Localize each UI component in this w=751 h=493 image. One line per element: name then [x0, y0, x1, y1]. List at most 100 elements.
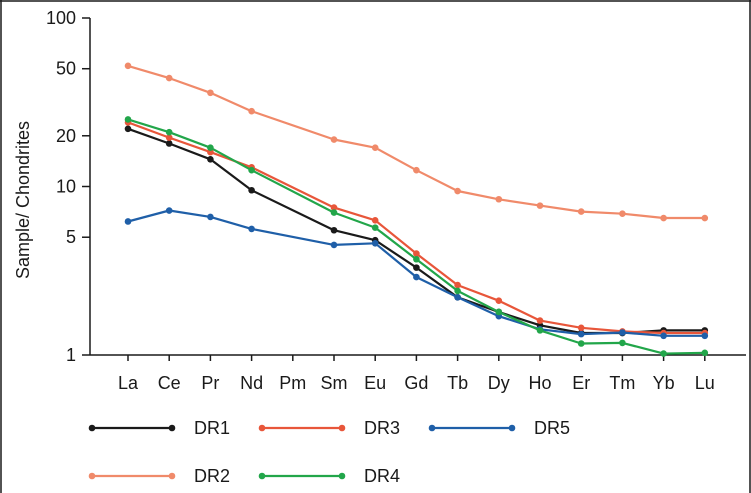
data-point: [330, 136, 338, 143]
data-point: [536, 317, 544, 324]
data-point: [248, 107, 255, 115]
y-tick-label: 100: [46, 8, 76, 28]
data-point: [248, 166, 255, 174]
axes-group: 1 5 10 20 50 100 La Ce Pr Nd Pm Sm Eu Gd Tb Dy Ho Er Tm Yb L…: [46, 8, 746, 393]
data-point: [207, 89, 214, 97]
data-point: [619, 210, 626, 217]
data-point: [660, 214, 667, 222]
data-point: [495, 297, 503, 305]
legend: DR1 DR3 DR5 DR2 DR4: [88, 418, 570, 486]
legend-label: DR2: [194, 466, 230, 486]
legend-item-dr3: DR3: [258, 418, 400, 438]
x-tick-label: Er: [572, 373, 590, 393]
series-layer: [124, 62, 709, 357]
data-point: [701, 349, 709, 357]
legend-marker: [168, 472, 176, 480]
series-dr1: [124, 125, 709, 337]
data-point: [660, 332, 667, 340]
legend-label: DR1: [194, 418, 230, 438]
x-tick-label: La: [118, 373, 139, 393]
data-point: [701, 332, 709, 340]
data-point: [413, 273, 420, 281]
x-tick-label: Eu: [364, 373, 386, 393]
data-point: [536, 202, 544, 209]
series-line-dr2: [127, 64, 705, 220]
y-tick-label: 50: [56, 59, 76, 79]
series-line-dr1: [127, 127, 705, 335]
legend-marker: [428, 424, 436, 432]
data-point: [330, 226, 338, 234]
data-point: [371, 224, 379, 231]
legend-item-dr2: DR2: [88, 466, 230, 486]
series-line-dr4: [127, 118, 705, 355]
data-point: [124, 218, 132, 225]
legend-label: DR5: [534, 418, 570, 438]
x-tick-label: Lu: [695, 373, 715, 393]
series-dr2: [124, 62, 709, 222]
data-point: [330, 209, 338, 216]
data-point: [124, 116, 132, 123]
y-tick-label: 5: [66, 227, 76, 247]
data-point: [495, 308, 503, 316]
data-point: [371, 240, 379, 247]
x-tick-label: Gd: [404, 373, 428, 393]
data-point: [371, 217, 379, 224]
legend-marker: [88, 472, 96, 480]
legend-marker: [168, 424, 176, 432]
legend-label: DR4: [364, 466, 400, 486]
data-point: [577, 330, 585, 338]
data-point: [701, 214, 709, 222]
series-line-dr3: [127, 121, 705, 335]
data-point: [248, 225, 255, 233]
legend-marker: [258, 472, 266, 480]
y-axis-title: Sample/ Chondrites: [13, 121, 33, 279]
series-dr4: [124, 116, 709, 357]
data-point: [165, 140, 173, 147]
y-tick-label: 10: [56, 177, 76, 197]
data-point: [165, 74, 173, 82]
data-point: [413, 166, 420, 174]
data-point: [207, 144, 214, 151]
data-point: [454, 187, 461, 195]
x-tick-label: Pm: [279, 373, 306, 393]
series-dr3: [124, 119, 709, 337]
data-point: [165, 128, 173, 136]
data-point: [124, 62, 132, 70]
data-point: [619, 329, 626, 336]
legend-marker: [508, 424, 516, 432]
data-point: [454, 281, 461, 289]
x-tick-label: Ce: [158, 373, 181, 393]
data-point: [660, 350, 667, 357]
data-point: [207, 213, 214, 221]
x-tick-label: Tm: [609, 373, 635, 393]
data-point: [371, 144, 379, 151]
x-tick-label: Sm: [321, 373, 348, 393]
legend-label: DR3: [364, 418, 400, 438]
legend-marker: [258, 424, 266, 432]
data-point: [124, 125, 132, 133]
legend-marker: [338, 472, 346, 480]
data-point: [413, 255, 420, 263]
legend-item-dr1: DR1: [88, 418, 230, 438]
data-point: [248, 186, 255, 194]
x-tick-label: Pr: [201, 373, 219, 393]
legend-marker: [338, 424, 346, 432]
data-point: [165, 207, 173, 214]
x-tick-label: Tb: [447, 373, 468, 393]
data-point: [536, 327, 544, 334]
data-point: [619, 339, 626, 347]
data-point: [413, 250, 420, 257]
data-point: [330, 241, 338, 249]
data-point: [577, 208, 585, 215]
legend-item-dr4: DR4: [258, 466, 400, 486]
data-point: [577, 324, 585, 332]
data-point: [330, 204, 338, 211]
y-tick-label: 20: [56, 126, 76, 146]
data-point: [413, 264, 420, 271]
data-point: [577, 340, 585, 347]
legend-item-dr5: DR5: [428, 418, 570, 438]
x-tick-label: Ho: [528, 373, 551, 393]
data-point: [454, 294, 461, 301]
